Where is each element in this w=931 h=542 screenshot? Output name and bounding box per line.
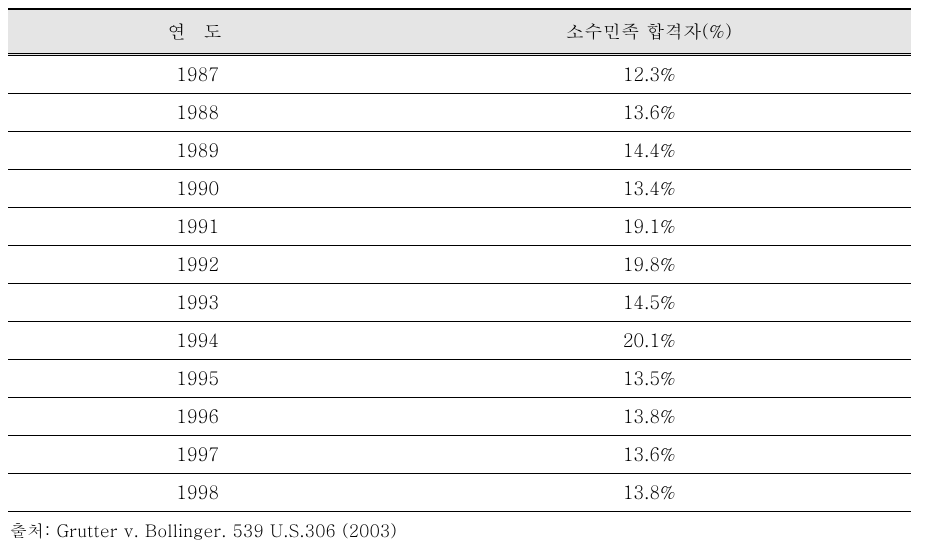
table-row: 1998 13.8% bbox=[8, 474, 911, 512]
table-row: 1997 13.6% bbox=[8, 436, 911, 474]
cell-year: 1996 bbox=[8, 398, 387, 436]
cell-year: 1997 bbox=[8, 436, 387, 474]
cell-year: 1989 bbox=[8, 132, 387, 170]
cell-pct: 19.8% bbox=[387, 246, 911, 284]
table-header-row: 연 도 소수민족 합격자(%) bbox=[8, 9, 911, 55]
cell-pct: 20.1% bbox=[387, 322, 911, 360]
cell-year: 1993 bbox=[8, 284, 387, 322]
table-row: 1987 12.3% bbox=[8, 56, 911, 94]
cell-year: 1994 bbox=[8, 322, 387, 360]
table-row: 1991 19.1% bbox=[8, 208, 911, 246]
cell-year: 1992 bbox=[8, 246, 387, 284]
table-row: 1996 13.8% bbox=[8, 398, 911, 436]
cell-year: 1987 bbox=[8, 56, 387, 94]
table-row: 1994 20.1% bbox=[8, 322, 911, 360]
cell-year: 1991 bbox=[8, 208, 387, 246]
table-row: 1988 13.6% bbox=[8, 94, 911, 132]
cell-pct: 13.8% bbox=[387, 398, 911, 436]
cell-pct: 12.3% bbox=[387, 56, 911, 94]
header-pct: 소수민족 합격자(%) bbox=[387, 9, 911, 55]
cell-pct: 13.6% bbox=[387, 436, 911, 474]
table-row: 1992 19.8% bbox=[8, 246, 911, 284]
header-year: 연 도 bbox=[8, 9, 387, 55]
table-body: 1987 12.3% 1988 13.6% 1989 14.4% 1990 13… bbox=[8, 56, 911, 512]
cell-pct: 13.4% bbox=[387, 170, 911, 208]
table-row: 1995 13.5% bbox=[8, 360, 911, 398]
cell-pct: 13.6% bbox=[387, 94, 911, 132]
cell-year: 1998 bbox=[8, 474, 387, 512]
table-row: 1989 14.4% bbox=[8, 132, 911, 170]
cell-pct: 13.8% bbox=[387, 474, 911, 512]
minority-admission-table: 연 도 소수민족 합격자(%) 1987 12.3% 1988 13.6% 19… bbox=[8, 8, 911, 512]
cell-pct: 19.1% bbox=[387, 208, 911, 246]
cell-year: 1988 bbox=[8, 94, 387, 132]
cell-pct: 14.4% bbox=[387, 132, 911, 170]
table-row: 1990 13.4% bbox=[8, 170, 911, 208]
cell-pct: 14.5% bbox=[387, 284, 911, 322]
table-row: 1993 14.5% bbox=[8, 284, 911, 322]
cell-year: 1995 bbox=[8, 360, 387, 398]
cell-year: 1990 bbox=[8, 170, 387, 208]
source-citation: 출처: Grutter v. Bollinger. 539 U.S.306 (2… bbox=[8, 518, 911, 542]
cell-pct: 13.5% bbox=[387, 360, 911, 398]
